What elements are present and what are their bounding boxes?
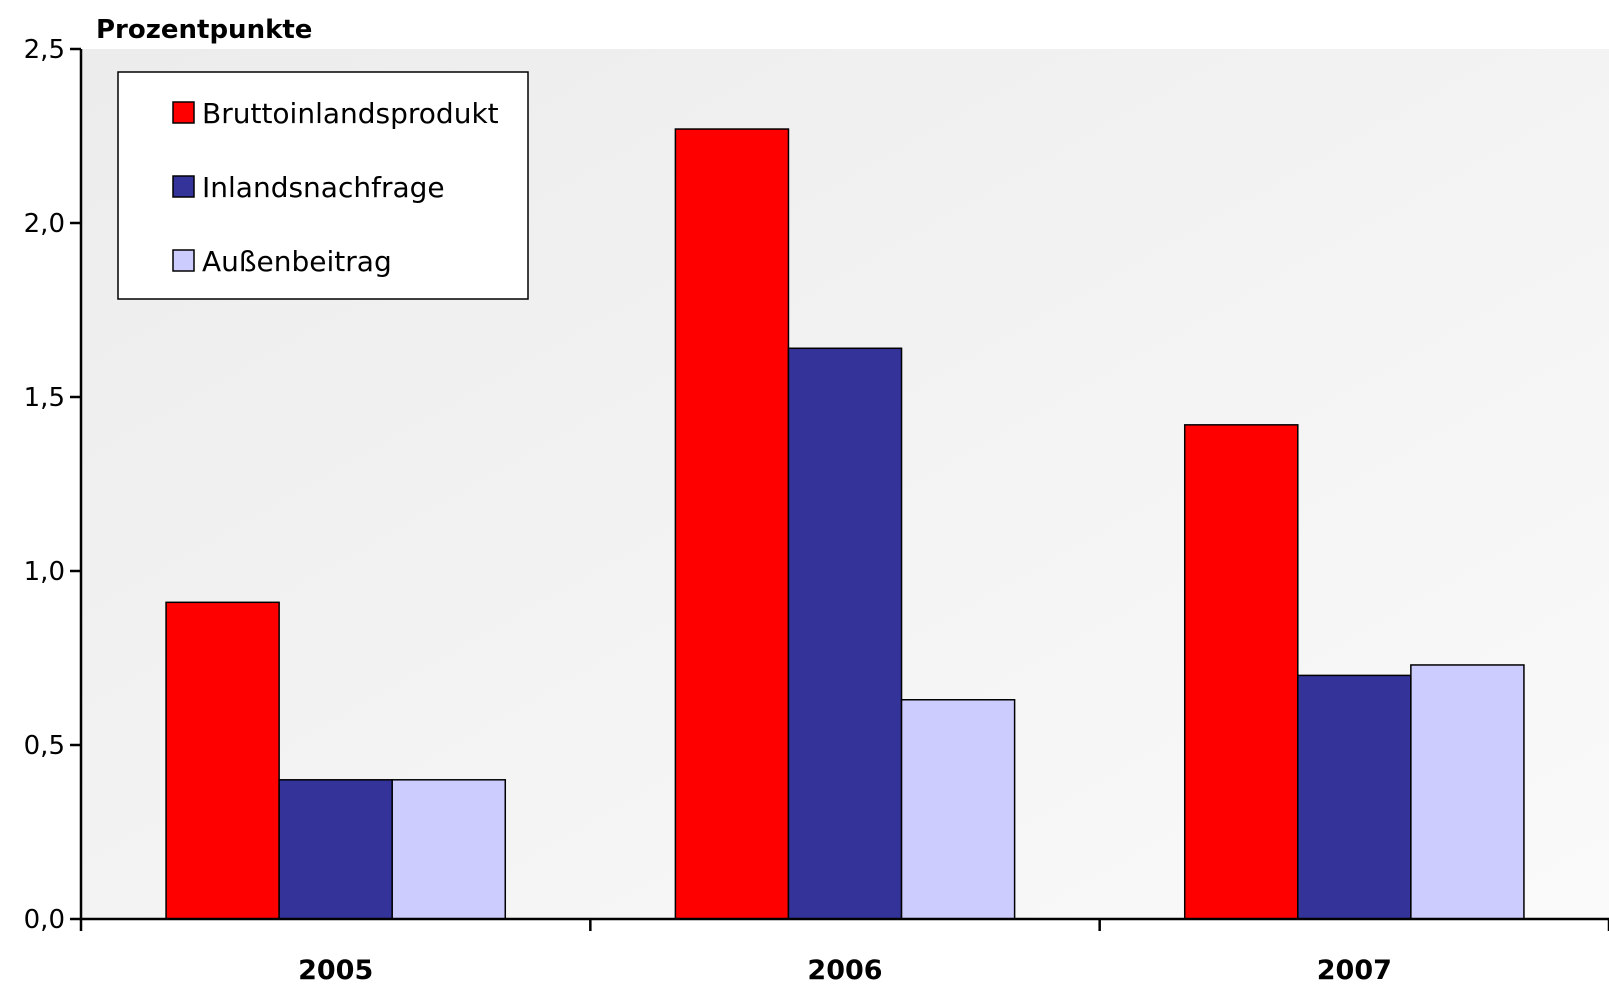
y-tick-label: 2,0 bbox=[24, 209, 65, 239]
legend-label: Bruttoinlandsprodukt bbox=[202, 97, 499, 130]
bars bbox=[165, 128, 1525, 920]
bar-2005-1 bbox=[165, 601, 280, 920]
x-axis-ticks: 2005 2006 2007 bbox=[79, 919, 1609, 986]
bar-2007-1 bbox=[1183, 424, 1299, 920]
legend-swatch bbox=[172, 101, 195, 124]
y-axis-label: Prozentpunkte bbox=[96, 15, 312, 45]
bar-2006-1 bbox=[674, 128, 790, 920]
legend-label: Inlandsnachfrage bbox=[202, 171, 445, 204]
bar-2005-3 bbox=[391, 779, 507, 920]
y-tick-label: 1,5 bbox=[24, 383, 65, 413]
x-category-label: 2005 bbox=[298, 955, 373, 986]
legend-label: Außenbeitrag bbox=[202, 245, 392, 278]
bar-2005-2 bbox=[278, 779, 393, 920]
x-category-label: 2006 bbox=[807, 955, 882, 986]
bar-2006-2 bbox=[787, 347, 903, 920]
y-tick-label: 0,5 bbox=[24, 731, 65, 761]
legend-swatch bbox=[172, 249, 195, 272]
legend: Bruttoinlandsprodukt Inlandsnachfrage Auße… bbox=[117, 71, 529, 300]
bar-2006-3 bbox=[900, 699, 1016, 920]
y-tick-label: 2,5 bbox=[24, 35, 65, 65]
bar-2007-2 bbox=[1297, 674, 1412, 920]
y-tick-label: 1,0 bbox=[24, 557, 65, 587]
x-category-label: 2007 bbox=[1317, 955, 1392, 986]
legend-swatch bbox=[172, 175, 195, 198]
bar-2007-3 bbox=[1410, 664, 1525, 920]
y-axis-ticks: 0,0 0,5 1,0 1,5 2,0 2,5 bbox=[24, 35, 81, 935]
y-tick-label: 0,0 bbox=[24, 905, 65, 935]
